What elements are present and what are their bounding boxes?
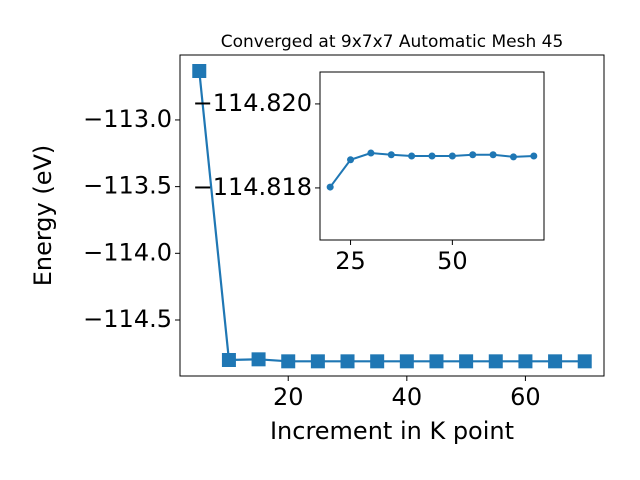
marker [340,354,355,369]
marker [530,152,538,160]
y-tick-label: −114.820 [193,89,312,117]
marker [347,156,355,164]
x-axis-label: Increment in K point [270,417,514,445]
marker [387,151,395,159]
marker [221,352,236,367]
marker [399,354,414,369]
y-tick-label: −113.5 [83,172,172,200]
marker [448,152,456,160]
marker [577,354,592,369]
x-tick-label: 50 [437,247,468,275]
marker [310,354,325,369]
x-tick-label: 60 [510,383,541,411]
marker [488,354,503,369]
y-axis-label: Energy (eV) [29,145,57,287]
marker [469,151,477,159]
marker [281,354,296,369]
marker [370,354,385,369]
marker [518,354,533,369]
y-tick-label: −114.0 [83,238,172,266]
marker [459,354,474,369]
y-tick-label: −114.818 [193,173,312,201]
marker [326,183,334,191]
marker [548,354,563,369]
x-tick-label: 25 [335,247,366,275]
marker [251,352,266,367]
marker [428,152,436,160]
marker [429,354,444,369]
marker [489,151,497,159]
chart-title: Converged at 9x7x7 Automatic Mesh 45 [221,32,564,52]
x-tick-label: 20 [273,383,304,411]
y-tick-label: −114.5 [83,305,172,333]
marker [408,152,416,160]
y-tick-label: −113.0 [83,105,172,133]
marker [509,153,517,161]
x-tick-label: 40 [392,383,423,411]
marker [192,64,207,79]
marker [367,149,375,157]
